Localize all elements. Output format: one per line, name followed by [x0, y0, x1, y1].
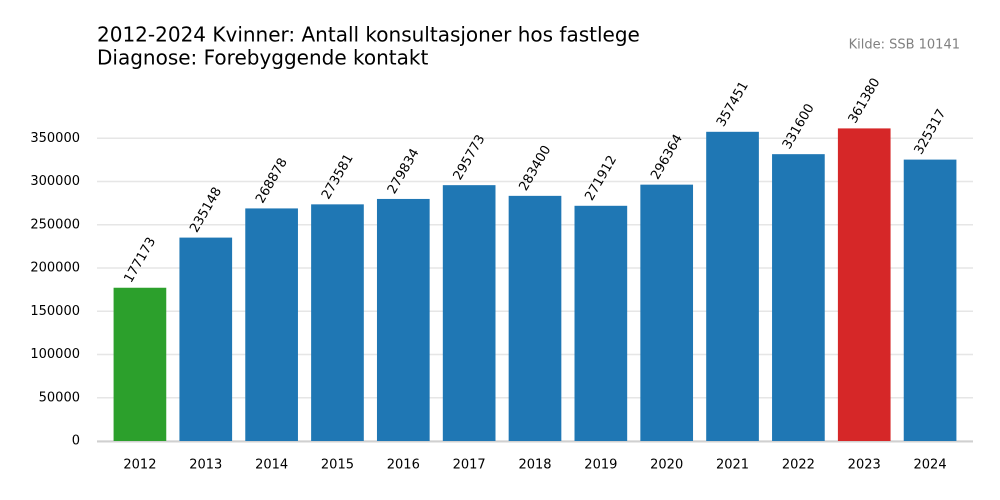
bar — [508, 195, 562, 441]
y-tick-label: 300000 — [30, 174, 80, 189]
bar — [376, 198, 430, 441]
y-tick-label: 150000 — [30, 304, 80, 319]
bar — [903, 159, 957, 441]
value-label: 361380 — [846, 76, 884, 126]
bar — [837, 128, 891, 441]
value-label: 325317 — [912, 107, 950, 157]
x-tick-label: 2014 — [255, 458, 288, 473]
bar — [706, 131, 759, 442]
y-tick-label: 350000 — [30, 131, 80, 146]
source: Kilde: SSB 10141 — [849, 38, 960, 53]
bar — [772, 154, 825, 441]
x-tick-label: 2018 — [518, 458, 551, 473]
y-tick-label: 50000 — [39, 390, 80, 405]
value-label: 295773 — [451, 132, 489, 182]
value-label: 279834 — [385, 146, 423, 196]
y-tick-label: 0 — [72, 434, 80, 449]
value-label: 296364 — [648, 132, 686, 182]
y-tick-label: 100000 — [30, 347, 80, 362]
x-tick-label: 2021 — [716, 458, 749, 473]
y-tick-label: 250000 — [30, 217, 80, 232]
value-label: 283400 — [517, 143, 555, 193]
x-tick-label: 2013 — [189, 458, 222, 473]
bar — [442, 185, 496, 441]
bar — [574, 205, 628, 441]
bar — [113, 287, 167, 441]
x-tick-label: 2019 — [584, 458, 617, 473]
chart-title: 2012-2024 Kvinner: Antall konsultasjoner… — [97, 23, 640, 47]
bar — [245, 208, 298, 441]
x-tick-label: 2022 — [782, 458, 815, 473]
value-label: 271912 — [582, 153, 620, 203]
x-tick-label: 2015 — [321, 458, 354, 473]
value-label: 331600 — [780, 101, 818, 151]
x-tick-label: 2024 — [914, 458, 947, 473]
value-label: 357451 — [714, 79, 752, 129]
bar — [311, 204, 364, 441]
value-label: 273581 — [319, 152, 357, 202]
y-tick-label: 200000 — [30, 261, 80, 276]
x-tick-label: 2012 — [123, 458, 156, 473]
x-tick-label: 2020 — [650, 458, 683, 473]
x-tick-label: 2016 — [387, 458, 420, 473]
bar — [640, 184, 694, 441]
bar — [179, 237, 233, 441]
chart-subtitle: Diagnose: Forebyggende kontakt — [97, 46, 428, 70]
x-tick-label: 2023 — [848, 458, 881, 473]
x-tick-label: 2017 — [453, 458, 486, 473]
value-label: 235148 — [187, 185, 225, 235]
value-label: 177173 — [121, 235, 159, 285]
